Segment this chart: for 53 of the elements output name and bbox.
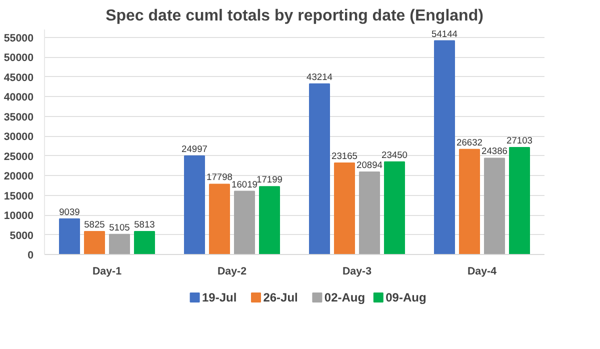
data-label: 26632 [456, 137, 482, 148]
y-tick-label: 0 [28, 250, 34, 262]
y-tick-label: 45000 [4, 72, 34, 84]
bar [484, 158, 505, 254]
x-tick-label: Day-3 [342, 266, 372, 278]
y-tick-label: 40000 [4, 92, 34, 104]
data-label: 16019 [232, 179, 258, 190]
data-label: 9039 [59, 206, 80, 217]
bar [209, 184, 230, 254]
bar [134, 231, 155, 254]
legend-label: 19-Jul [202, 290, 237, 304]
bar [384, 161, 405, 254]
y-tick-label: 5000 [10, 230, 34, 242]
data-label: 5825 [84, 220, 105, 230]
bar [459, 148, 480, 254]
bar [434, 40, 455, 254]
data-label: 27103 [506, 136, 532, 146]
y-tick-label: 10000 [4, 210, 34, 222]
data-label: 5105 [109, 222, 130, 232]
y-tick-label: 55000 [4, 32, 34, 44]
x-tick-label: Day-4 [467, 266, 497, 278]
data-label: 17798 [206, 172, 232, 182]
data-label: 43214 [306, 72, 332, 82]
y-tick-label: 30000 [4, 131, 34, 144]
legend-label: 26-Jul [263, 290, 298, 304]
legend-label: 02-Aug [324, 290, 366, 304]
bar [234, 190, 255, 254]
bar [359, 172, 380, 254]
data-label: 23450 [382, 150, 408, 160]
y-tick-label: 35000 [4, 111, 34, 124]
bar [309, 83, 330, 254]
bar [84, 231, 105, 254]
data-label: 23165 [332, 151, 358, 162]
data-label: 20894 [356, 160, 382, 170]
x-tick-label: Day-2 [217, 266, 247, 278]
y-tick-label: 15000 [4, 190, 34, 202]
bar [109, 234, 130, 254]
chart-title: Spec date cuml totals by reporting date (England) [106, 8, 484, 24]
data-label: 54144 [432, 28, 458, 39]
bar [509, 147, 530, 254]
bar [59, 218, 80, 254]
bar [259, 186, 280, 254]
legend-label: 09-Aug [386, 290, 426, 304]
y-tick-label: 20000 [4, 170, 34, 183]
data-label: 17199 [256, 174, 282, 185]
x-tick-label: Day-1 [92, 266, 122, 278]
data-label: 24386 [482, 146, 508, 156]
bar [334, 162, 355, 254]
data-label: 24997 [182, 144, 208, 154]
y-tick-label: 50000 [4, 52, 34, 64]
data-label: 5813 [134, 220, 155, 230]
bar [184, 155, 205, 254]
y-tick-label: 25000 [4, 150, 34, 163]
